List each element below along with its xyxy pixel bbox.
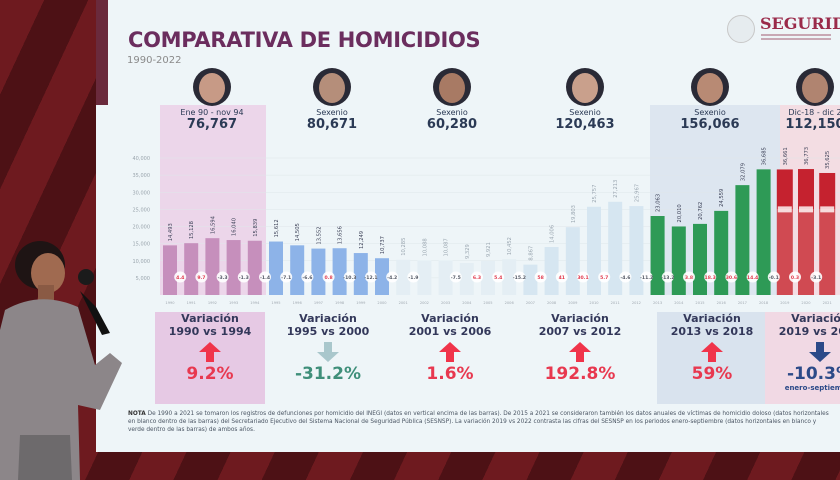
accent-bar (96, 0, 108, 105)
period-label: Sexenio (569, 108, 601, 117)
period-label: Sexenio (694, 108, 726, 117)
period-header: Dic-18 - dic 2 112,150 (760, 108, 840, 132)
period-header: Ene 90 - nov 94 76,767 (157, 108, 267, 132)
presenter (0, 241, 122, 480)
period-header: Sexenio 80,671 (277, 108, 387, 132)
logo-subtext (761, 34, 831, 36)
period-header: Sexenio 60,280 (397, 108, 507, 132)
variation-range: 1990 vs 1994 (168, 325, 252, 338)
period-total: 60,280 (426, 117, 478, 132)
period-label: Sexenio (316, 108, 348, 117)
variation-range: 2013 vs 2018 (670, 325, 754, 338)
variation-panel: Variación 2001 vs 2006 1.6% (395, 312, 505, 404)
variation-title: Variación (299, 312, 357, 325)
arrow-up-icon (569, 342, 591, 362)
variation-value: 192.8% (544, 364, 616, 384)
period-total: 156,066 (680, 117, 740, 132)
variation-value: -31.2% (294, 364, 362, 384)
variation-panel: Variación 1995 vs 2000 -31.2% (273, 312, 383, 404)
variation-value: 9.2% (186, 364, 234, 384)
slide-title: COMPARATIVA DE HOMICIDIOS (128, 28, 481, 52)
arrow-down-icon (317, 342, 339, 362)
variation-panel: Variación 2007 vs 2012 192.8% (525, 312, 635, 404)
variation-range: 1995 vs 2000 (286, 325, 370, 338)
period-label: Ene 90 - nov 94 (180, 108, 244, 117)
footnote: NOTA De 1990 a 2021 se tomaron los regis… (128, 410, 834, 434)
period-label: Sexenio (436, 108, 468, 117)
variation-range: 2007 vs 2012 (538, 325, 622, 338)
variation-range: 2019 vs 2022 (778, 325, 840, 338)
note-label: NOTA (128, 411, 146, 417)
variation-value: 1.6% (426, 364, 474, 384)
variation-panel: Variación 1990 vs 1994 9.2% (155, 312, 265, 404)
variation-title: Variación (791, 312, 840, 325)
slide-subtitle: 1990-2022 (127, 55, 182, 66)
period-header: Sexenio 156,066 (655, 108, 765, 132)
variation-title: Variación (551, 312, 609, 325)
period-total: 76,767 (186, 117, 238, 132)
arrow-down-icon (809, 342, 831, 362)
variation-title: Variación (683, 312, 741, 325)
variation-subnote: enero-septiembre (784, 384, 840, 392)
variation-range: 2001 vs 2006 (408, 325, 492, 338)
variation-title: Variación (181, 312, 239, 325)
seguridad-logo: SEGURIDAD (727, 12, 840, 46)
period-total: 120,463 (555, 117, 615, 132)
variation-panel: Variación 2019 vs 2022 -10.3% enero-sept… (765, 312, 840, 404)
note-text: De 1990 a 2021 se tomaron los registros … (128, 411, 829, 433)
period-header: Sexenio 120,463 (530, 108, 640, 132)
period-total: 80,671 (306, 117, 358, 132)
arrow-up-icon (199, 342, 221, 362)
period-label: Dic-18 - dic 2 (788, 108, 840, 117)
emblem-icon (727, 15, 755, 43)
variation-title: Variación (421, 312, 479, 325)
variation-value: -10.3% (786, 364, 840, 384)
variation-value: 59% (691, 364, 733, 384)
period-total: 112,150 (785, 117, 840, 132)
logo-text: SEGURIDAD (760, 14, 840, 33)
arrow-up-icon (439, 342, 461, 362)
variation-panel: Variación 2013 vs 2018 59% (657, 312, 767, 404)
arrow-up-icon (701, 342, 723, 362)
